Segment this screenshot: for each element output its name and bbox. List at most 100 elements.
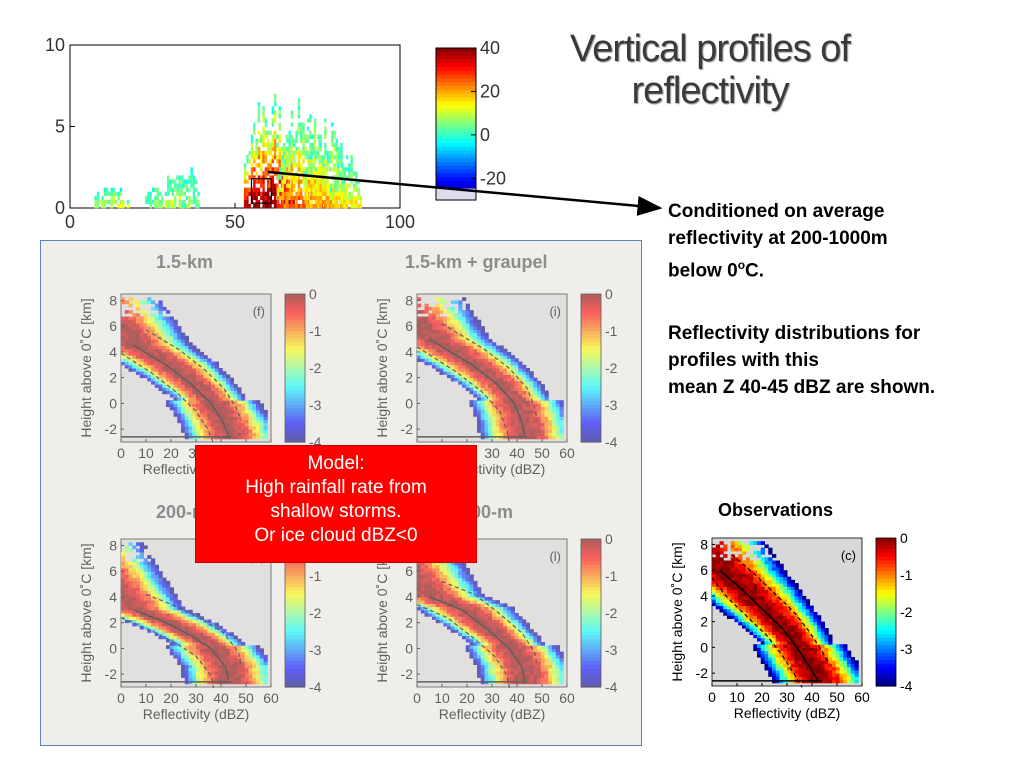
- radar-echo-cell: [253, 122, 256, 127]
- cfad-cell: [218, 422, 223, 427]
- radar-echo-cell: [290, 110, 294, 115]
- cfad-cell: [473, 645, 478, 649]
- cfad-cell: [162, 384, 167, 388]
- cfad-colorbar-cell: [581, 631, 601, 636]
- cfad-cell: [124, 322, 129, 327]
- cfad-cell: [237, 651, 242, 656]
- cfad-cell: [214, 622, 219, 627]
- cfad-cell: [432, 593, 437, 598]
- cfad-cell: [488, 638, 493, 643]
- cfad-cell: [499, 377, 504, 382]
- cfad-cell: [779, 673, 784, 677]
- cfad-colorbar-cell: [285, 635, 305, 640]
- cfad-cell: [136, 580, 141, 585]
- cfad-cell: [233, 387, 238, 392]
- radar-echo-cell: [290, 159, 293, 164]
- radar-echo-cell: [311, 134, 314, 139]
- cfad-cell: [173, 600, 178, 604]
- radar-echo-cell: [183, 179, 186, 184]
- radar-echo-cell: [359, 195, 363, 201]
- cfad-cell: [128, 342, 133, 346]
- radar-echo-cell: [173, 183, 177, 188]
- cfad-colorbar-cell: [581, 301, 601, 306]
- cfad-cell: [199, 400, 204, 404]
- cfad-cell: [169, 622, 174, 627]
- cfad-cell: [136, 364, 141, 369]
- radar-echo-cell: [253, 195, 256, 201]
- radar-echo-cell: [246, 179, 249, 184]
- cfad-cell: [420, 596, 425, 601]
- cfad-cell: [147, 555, 152, 559]
- cfad-cell: [173, 654, 178, 659]
- cfad-cell: [192, 374, 197, 379]
- cfad-cell: [835, 653, 840, 658]
- cfad-cell: [462, 371, 467, 375]
- radar-echo-cell: [115, 199, 118, 205]
- radar-echo-cell: [324, 159, 327, 164]
- cfad-panel-label: (f): [253, 304, 265, 319]
- cfad-cell: [484, 622, 489, 627]
- cfad-cell: [518, 432, 523, 437]
- cfad-cell: [480, 600, 485, 604]
- cfad-cell: [488, 670, 493, 675]
- cfad-cell: [211, 429, 216, 433]
- cfad-cell: [510, 374, 515, 379]
- radar-echo-cell: [192, 187, 196, 192]
- cfad-cell: [424, 339, 429, 343]
- cfad-cell: [147, 342, 152, 346]
- radar-echo-cell: [333, 130, 336, 135]
- radar-echo-cell: [297, 106, 301, 111]
- cfad-cell: [802, 673, 807, 677]
- cfad-cell: [450, 580, 455, 585]
- cfad-cell: [484, 361, 489, 366]
- cfad-cell: [432, 332, 437, 337]
- cfad-cell: [450, 326, 455, 330]
- cfad-cell: [480, 396, 485, 401]
- cfad-cell: [525, 645, 530, 649]
- cfad-x-tick-label: 50: [238, 690, 254, 706]
- cfad-cell: [458, 380, 463, 385]
- cfad-cell: [121, 332, 126, 337]
- cfad-cell: [503, 348, 508, 353]
- cfad-cell: [450, 613, 455, 617]
- cfad-cell: [192, 377, 197, 382]
- cfad-cell: [488, 396, 493, 401]
- cfad-cell: [417, 316, 422, 321]
- radar-echo-cell: [190, 171, 193, 176]
- radar-echo-cell: [317, 150, 320, 156]
- cfad-cell: [211, 393, 216, 398]
- radar-echo-cell: [180, 187, 184, 192]
- cfad-cell: [794, 669, 799, 674]
- cfad-cell: [166, 632, 171, 637]
- cfad-cell: [158, 609, 163, 614]
- cfad-y-tick-label: -2: [401, 666, 414, 682]
- cfad-colorbar-cell: [581, 294, 601, 299]
- cfad-cell: [143, 332, 148, 337]
- cfad-colorbar-cell: [285, 605, 305, 610]
- cfad-cell: [458, 616, 463, 620]
- cfad-cell: [218, 413, 223, 417]
- cfad-cell: [181, 377, 186, 382]
- radar-echo-cell: [171, 179, 175, 184]
- radar-echo-cell: [96, 191, 100, 196]
- cfad-cell: [477, 632, 482, 637]
- cfad-cell: [458, 339, 463, 343]
- radar-echo-cell: [297, 179, 301, 184]
- cfad-cell: [552, 670, 557, 675]
- cfad-cell: [173, 619, 178, 624]
- cfad-cell: [424, 351, 429, 356]
- cfad-cell: [420, 584, 425, 588]
- cfad-cell: [559, 658, 564, 662]
- cfad-cell: [447, 590, 452, 595]
- cfad-cell: [237, 419, 242, 424]
- cfad-cell: [244, 661, 249, 665]
- radar-echo-cell: [341, 163, 344, 168]
- cfad-cell: [237, 664, 242, 669]
- radar-echo-cell: [167, 191, 170, 196]
- cfad-cell: [850, 666, 855, 671]
- cfad-cell: [507, 400, 512, 404]
- radar-echo-cell: [287, 179, 291, 184]
- cfad-cell: [181, 387, 186, 392]
- cfad-cell: [417, 587, 422, 591]
- radar-echo-cell: [341, 199, 344, 205]
